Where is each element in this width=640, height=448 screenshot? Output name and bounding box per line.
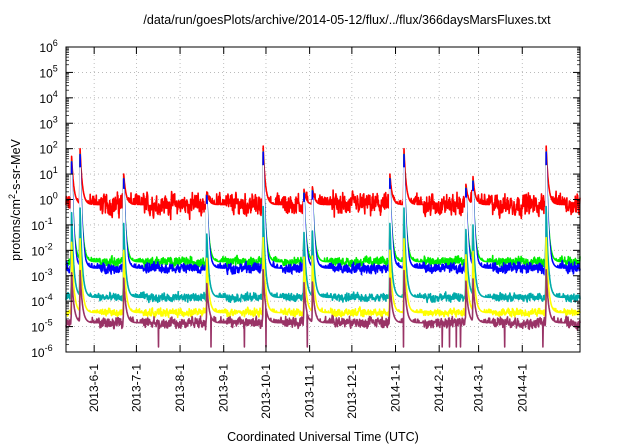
y-tick-base: 10 (39, 194, 53, 208)
x-tick-label: 2013-8-1 (173, 364, 187, 412)
y-tick-base: 10 (31, 219, 45, 233)
y-tick-label: 10-2 (31, 241, 52, 258)
y-tick-exp: 0 (53, 191, 58, 201)
x-tick-label: 2013-6-1 (87, 364, 101, 412)
x-tick-label: 2013-9-1 (217, 364, 231, 412)
x-axis-ticks: 2013-6-1 2013-7-1 2013-8-1 2013-9-1 2013-10-… (87, 47, 529, 419)
y-tick-label: 10-6 (31, 343, 52, 360)
series-line-0 (65, 145, 581, 221)
y-tick-label: 100 (39, 191, 57, 208)
x-tick-label: 2014-4-1 (515, 364, 529, 412)
y-axis-ticks: 10610510410310210110010-110-210-310-410-… (31, 38, 580, 360)
y-tick-label: 103 (39, 114, 57, 131)
y-axis-label-main: protons/cm (9, 199, 23, 261)
y-tick-exp: 3 (53, 114, 58, 124)
x-tick-label: 2013-11-1 (303, 364, 317, 418)
series-line-4 (65, 205, 581, 304)
y-tick-base: 10 (39, 143, 53, 157)
y-axis-label: protons/cm2-s-sr-MeV (7, 138, 23, 260)
x-tick-label: 2013-7-1 (129, 364, 143, 412)
y-tick-exp: -1 (45, 216, 53, 226)
y-tick-base: 10 (39, 168, 53, 182)
x-axis-label: Coordinated Universal Time (UTC) (227, 430, 419, 444)
y-tick-exp: 5 (53, 63, 58, 73)
series-line-2 (65, 151, 581, 277)
y-tick-label: 10-1 (31, 216, 52, 233)
y-tick-base: 10 (39, 41, 53, 55)
y-axis-label-rest: -s-sr-MeV (9, 138, 23, 194)
y-tick-base: 10 (39, 66, 53, 80)
y-tick-label: 104 (39, 89, 57, 106)
y-tick-base: 10 (39, 117, 53, 131)
y-tick-label: 10-4 (31, 292, 52, 309)
chart-title: /data/run/goesPlots/archive/2014-05-12/f… (143, 13, 551, 27)
y-tick-label: 10-3 (31, 267, 52, 284)
x-tick-label: 2013-12-1 (345, 364, 359, 419)
y-tick-label: 105 (39, 63, 57, 80)
x-tick-label: 2014-1-1 (389, 364, 403, 412)
y-tick-exp: -6 (45, 343, 53, 353)
series-line-3 (65, 165, 581, 282)
series-line-5 (65, 236, 581, 319)
y-tick-label: 101 (39, 165, 57, 182)
y-tick-exp: 1 (53, 165, 58, 175)
y-tick-base: 10 (31, 321, 45, 335)
y-tick-base: 10 (39, 92, 53, 106)
y-tick-exp: 4 (53, 89, 58, 99)
y-tick-base: 10 (31, 295, 45, 309)
y-tick-base: 10 (31, 346, 45, 360)
y-tick-label: 106 (39, 38, 57, 55)
series-layer (65, 145, 581, 348)
x-tick-label: 2014-3-1 (472, 364, 486, 412)
x-tick-label: 2013-10-1 (259, 364, 273, 419)
y-tick-exp: 6 (53, 38, 58, 48)
y-axis-label-sup: 2 (7, 194, 17, 199)
y-tick-label: 10-5 (31, 318, 52, 335)
y-tick-exp: -5 (45, 318, 53, 328)
y-tick-base: 10 (31, 270, 45, 284)
x-tick-label: 2014-2-1 (432, 364, 446, 412)
y-tick-base: 10 (31, 244, 45, 258)
y-tick-exp: -3 (45, 267, 53, 277)
y-tick-exp: 2 (53, 140, 58, 150)
y-tick-exp: -2 (45, 241, 53, 251)
y-tick-label: 102 (39, 140, 57, 157)
series-line-6 (65, 268, 581, 348)
y-tick-exp: -4 (45, 292, 53, 302)
